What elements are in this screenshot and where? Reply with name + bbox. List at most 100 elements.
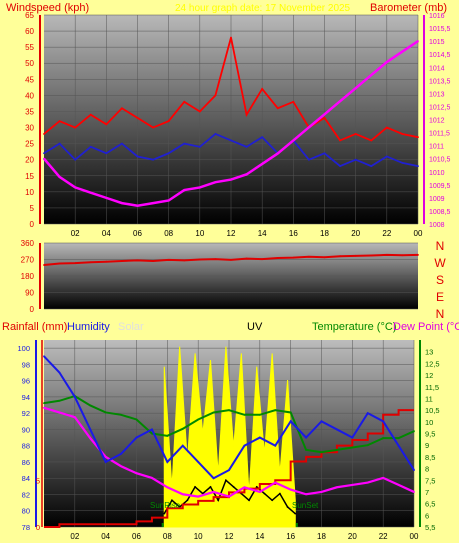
uv-label: UV (247, 321, 263, 333)
wind-x-ticks: 02 04 06 08 10 12 14 16 18 20 22 00 (71, 229, 423, 238)
data-point (121, 202, 123, 205)
x-tick-label: 10 (195, 229, 204, 238)
uv-point (294, 512, 297, 515)
humidity-line-point (351, 436, 354, 439)
data-point (183, 142, 186, 145)
humidity-line-point (382, 420, 385, 423)
uv-point (286, 506, 289, 508)
temperature-line-point (135, 418, 138, 421)
dewpoint-line-point (73, 416, 76, 419)
humidity-line-point (120, 452, 122, 455)
humidity-line-point (197, 461, 200, 463)
dewpoint-line-point (243, 486, 246, 489)
data-point (89, 145, 92, 148)
dewpoint-line-point (166, 486, 169, 489)
y-tick-label: 25 (25, 140, 34, 149)
y2-tick-label: 1011 (429, 144, 444, 151)
data-point (58, 120, 61, 123)
humidity-tick-label: 92 (22, 409, 30, 418)
sunrise-label: SunRise (150, 501, 181, 510)
x-tick-label: 08 (163, 532, 172, 541)
temperature-tick-label: 8 (425, 465, 429, 474)
data-point (385, 61, 388, 63)
y-tick-label: 20 (25, 156, 34, 165)
temperature-tick-label: 6 (425, 511, 429, 520)
data-point (121, 142, 123, 145)
data-point (198, 258, 201, 261)
data-point (230, 258, 232, 261)
rainfall-label: Rainfall (mm) (2, 321, 67, 333)
compass-letter: E (436, 290, 444, 304)
dewpoint-line-point (43, 406, 45, 409)
data-point (323, 113, 326, 116)
data-point (292, 139, 295, 142)
humidity-tick-label: 96 (22, 377, 30, 386)
temperature-tick-label: 10,5 (425, 406, 440, 415)
data-point (370, 165, 373, 168)
uv-line (163, 478, 296, 515)
temperature-line-point (305, 448, 307, 451)
y2-tick-label: 1009,5 (429, 183, 451, 190)
data-point (152, 126, 154, 129)
data-point (167, 199, 170, 202)
y-tick-label: 35 (25, 107, 34, 116)
x-tick-label: 20 (351, 229, 360, 238)
data-point (167, 152, 170, 155)
temperature-line-point (120, 413, 122, 416)
data-point (136, 116, 139, 119)
dewpoint-line-point (274, 481, 277, 484)
data-point (74, 126, 77, 129)
dewpoint-line-point (151, 477, 153, 479)
y-tick-label: 45 (25, 75, 34, 84)
data-point (261, 258, 264, 261)
data-point (385, 126, 388, 129)
data-point (323, 256, 326, 259)
data-point (245, 113, 248, 116)
chart-title: 24 hour graph date: 17 November 2025 (175, 3, 351, 14)
data-point (89, 113, 92, 116)
temperature-tick-label: 9 (425, 441, 429, 450)
data-point (308, 255, 310, 258)
data-point (401, 133, 404, 135)
y2-tick-label: 1012 (429, 118, 445, 125)
compass-letter: W (434, 256, 446, 270)
data-point (417, 136, 419, 139)
humidity-line-point (397, 444, 400, 447)
data-point (339, 100, 341, 103)
temperature-tick-label: 8,5 (425, 453, 435, 462)
data-point (89, 191, 92, 194)
x-tick-label: 18 (317, 532, 326, 541)
temperature-tick-label: 9,5 (425, 430, 435, 439)
data-point (308, 126, 310, 129)
wind-y-ticks: 0 5 10 15 20 25 30 35 40 45 50 55 60 65 (25, 11, 41, 229)
dewpoint-line-point (120, 465, 122, 468)
dewpoint-line-point (89, 437, 92, 440)
compass-letter: N (436, 239, 445, 253)
humidity-tick-label: 78 (22, 523, 30, 532)
temperature-line-point (212, 411, 215, 414)
humidity-tick-label: 80 (22, 507, 30, 516)
dewpoint-line-point (366, 481, 369, 484)
data-point (43, 133, 45, 135)
direction-y-ticks: 0 90 180 270 360 (21, 239, 41, 314)
data-point (214, 258, 217, 261)
data-point (354, 87, 357, 90)
x-tick-label: 12 (227, 229, 236, 238)
humidity-tick-label: 94 (22, 393, 30, 402)
y-tick-label: 10 (25, 188, 34, 197)
multi-x-ticks: 02 04 06 08 10 12 14 16 18 20 22 00 (70, 532, 419, 541)
y-tick-label: 50 (25, 59, 34, 68)
x-tick-label: 06 (132, 532, 141, 541)
data-point (276, 107, 279, 110)
y-tick-label: 270 (21, 256, 35, 265)
y-tick-label: 60 (25, 27, 34, 36)
humidity-tick-label: 90 (22, 425, 30, 434)
data-point (136, 259, 139, 262)
uv-point (171, 499, 173, 502)
temperature-tick-label: 6,5 (425, 500, 435, 509)
rain-tick-label: 0 (36, 523, 40, 532)
humidity-line-point (413, 469, 415, 471)
data-point (152, 202, 154, 205)
humidity-line-point (243, 444, 246, 447)
